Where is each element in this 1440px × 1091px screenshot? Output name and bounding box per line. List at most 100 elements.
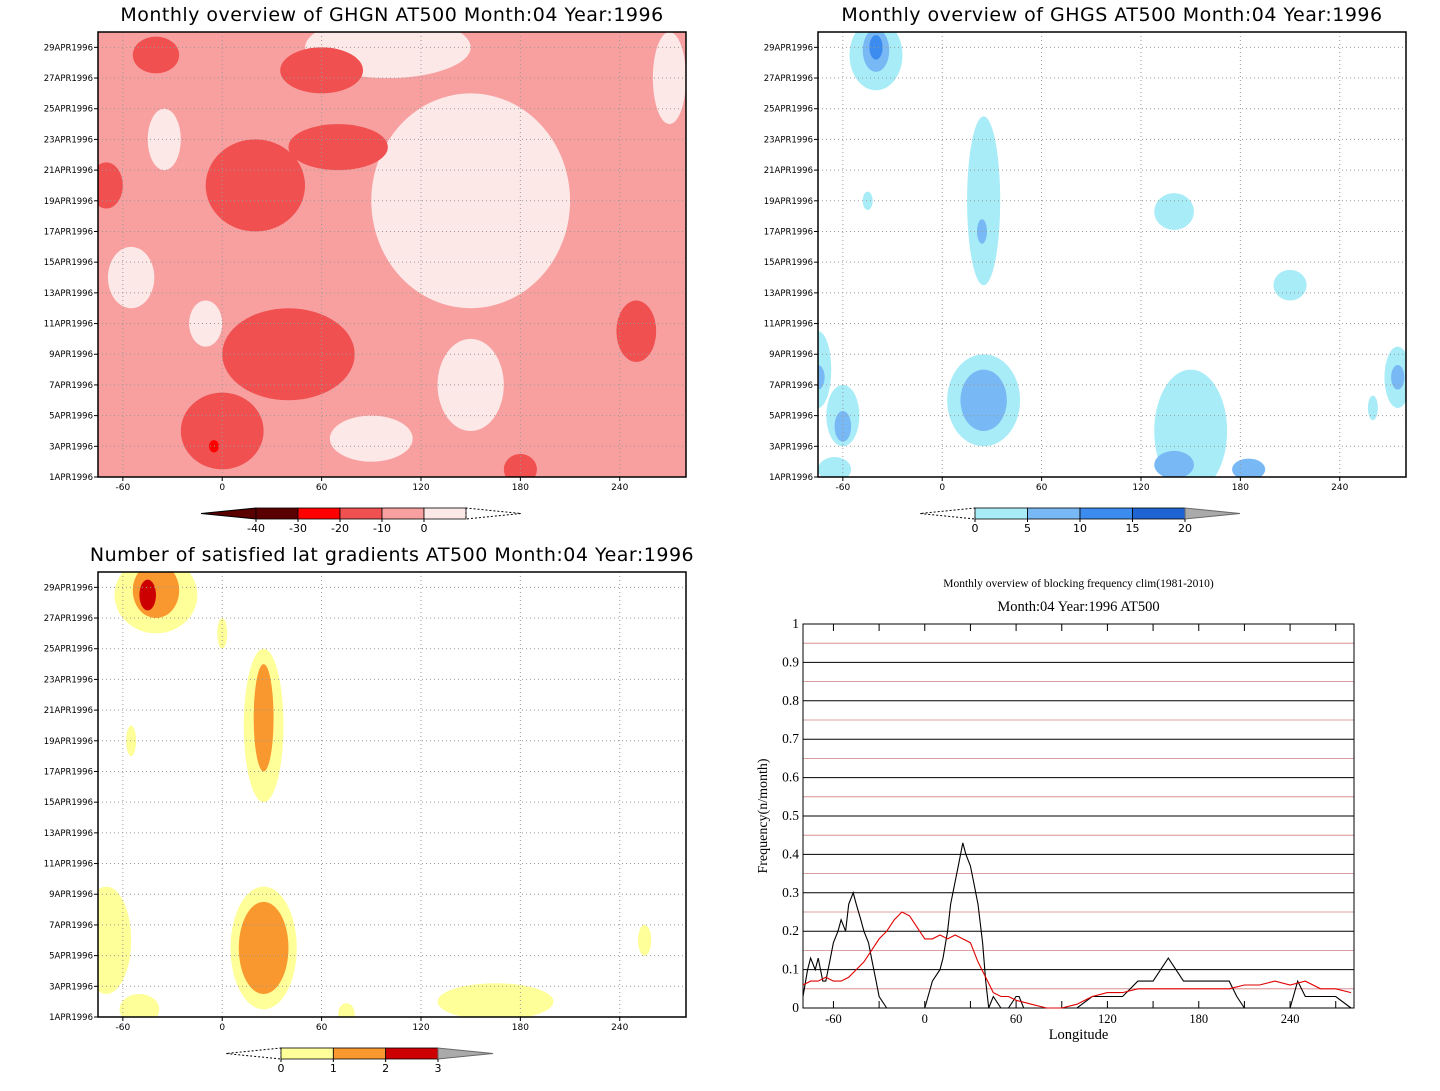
colorbar-swatch-0 — [255, 507, 299, 520]
contour-region-9 — [437, 983, 554, 1017]
y-tick-label-5: 11APR1996 — [44, 860, 93, 870]
colorbar-swatch-1 — [332, 1047, 387, 1060]
y-tick-label-5: 11APR1996 — [764, 320, 813, 330]
lat-gradients-chart: Number of satisfied lat gradients AT500 … — [44, 544, 694, 1075]
colorbar-label-3: 15 — [1126, 522, 1140, 535]
y-tick-label-12: 25APR1996 — [44, 105, 93, 115]
contour-region-0 — [132, 36, 180, 74]
plot-area — [98, 572, 686, 1017]
contour-region-1 — [132, 572, 180, 619]
x-tick-label-5: 240 — [611, 483, 628, 493]
y-tick-label-3: 7APR1996 — [49, 921, 93, 931]
y-tick-label-13: 27APR1996 — [44, 614, 93, 624]
field-background — [818, 32, 1406, 477]
colorbar-swatch-3 — [381, 507, 425, 520]
y-tick-label-7: 15APR1996 — [764, 258, 813, 268]
y-tick-label-13: 27APR1996 — [44, 74, 93, 84]
y-tick-label-8: 17APR1996 — [764, 227, 813, 237]
x-tick-label-2: 60 — [1036, 483, 1048, 493]
series-line-1 — [802, 911, 1352, 1009]
y-tick-label-8: 17APR1996 — [44, 767, 93, 777]
y-tick-label-10: 21APR1996 — [44, 706, 93, 716]
plot-area — [98, 32, 686, 477]
y-tick-label-3: 7APR1996 — [769, 381, 813, 391]
contour-region-13 — [1154, 369, 1228, 477]
colorbar-label-1: -30 — [289, 522, 307, 535]
contour-light-3 — [147, 108, 181, 171]
x-tick-label-5: 240 — [1281, 1012, 1300, 1026]
contour-region-4 — [253, 664, 274, 772]
y-tick-label-1: 0.1 — [782, 962, 799, 977]
x-tick-label-1: 0 — [219, 483, 225, 493]
chart-title: Monthly overview of blocking frequency c… — [943, 578, 1214, 590]
y-tick-label-1: 3APR1996 — [769, 442, 813, 452]
contour-region-11 — [1154, 193, 1194, 230]
y-tick-label-7: 0.7 — [782, 731, 799, 746]
plot-frame — [802, 623, 1355, 1009]
y-tick-label-11: 23APR1996 — [764, 135, 813, 145]
contour-region-18 — [818, 457, 852, 477]
contour-region-3 — [180, 392, 264, 470]
colorbar-swatch-1 — [297, 507, 341, 520]
contour-region-14 — [1154, 450, 1194, 477]
contour-region-3 — [967, 116, 1001, 286]
x-tick-label-0: -60 — [825, 1012, 842, 1026]
contour-region-8 — [126, 725, 137, 757]
contour-light-2 — [189, 300, 223, 347]
y-tick-label-6: 13APR1996 — [764, 289, 813, 299]
colorbar-label-0: 0 — [278, 1062, 285, 1075]
x-axis-label: Longitude — [1049, 1027, 1109, 1043]
chart-title: Monthly overview of GHGN AT500 Month:04 … — [120, 4, 663, 26]
y-tick-label-6: 13APR1996 — [44, 829, 93, 839]
y-tick-label-13: 27APR1996 — [764, 74, 813, 84]
y-axis-label: Frequency(n/month) — [756, 758, 771, 873]
colorbar-label-2: 10 — [1073, 522, 1087, 535]
colorbar-swatch-2 — [385, 1047, 439, 1060]
plot-area — [818, 32, 1406, 477]
chart-subtitle: Month:04 Year:1996 AT500 — [997, 599, 1159, 615]
y-tick-label-3: 0.3 — [782, 885, 799, 900]
contour-region-10 — [119, 993, 160, 1017]
colorbar-swatch-0 — [280, 1047, 334, 1060]
plot-frame — [97, 571, 687, 1018]
y-tick-label-4: 9APR1996 — [49, 350, 93, 360]
colorbar-label-3: 3 — [435, 1062, 442, 1075]
x-tick-label-3: 120 — [412, 483, 429, 493]
y-tick-label-10: 1 — [792, 616, 799, 631]
y-tick-label-12: 25APR1996 — [44, 645, 93, 655]
x-tick-label-3: 120 — [1098, 1012, 1117, 1026]
x-tick-label-2: 60 — [1010, 1012, 1023, 1026]
plot-frame — [97, 31, 687, 478]
y-tick-label-6: 13APR1996 — [44, 289, 93, 299]
x-tick-label-1: 0 — [939, 483, 945, 493]
y-tick-label-2: 0.2 — [782, 923, 799, 938]
contour-region-19 — [1367, 395, 1378, 421]
y-tick-label-7: 15APR1996 — [44, 798, 93, 808]
y-tick-label-9: 19APR1996 — [44, 737, 93, 747]
contour-region-8 — [834, 411, 852, 442]
colorbar-extend-high — [437, 1047, 494, 1060]
colorbar-extend-low — [225, 1047, 282, 1060]
contour-region-12 — [217, 618, 228, 649]
contour-region-4 — [977, 219, 987, 244]
contour-region-12 — [1273, 269, 1307, 301]
colorbar-label-2: 2 — [382, 1062, 389, 1075]
y-tick-label-1: 3APR1996 — [49, 982, 93, 992]
y-tick-label-3: 7APR1996 — [49, 381, 93, 391]
contour-region-13 — [338, 1003, 355, 1017]
x-tick-label-1: 0 — [922, 1012, 928, 1026]
contour-region-7 — [98, 886, 132, 994]
y-tick-label-14: 29APR1996 — [764, 43, 813, 53]
colorbar-swatch-3 — [1132, 507, 1186, 520]
y-tick-label-0: 1APR1996 — [49, 473, 93, 483]
contour-region-9 — [818, 331, 832, 408]
colorbar-extend-low — [200, 507, 257, 520]
y-tick-label-0: 1APR1996 — [769, 473, 813, 483]
contour-light-7 — [652, 32, 686, 125]
y-tick-label-10: 21APR1996 — [44, 166, 93, 176]
y-tick-label-1: 3APR1996 — [49, 442, 93, 452]
y-tick-label-5: 11APR1996 — [44, 320, 93, 330]
series-line-0 — [802, 842, 1352, 1009]
x-tick-label-4: 180 — [1232, 483, 1249, 493]
x-tick-label-2: 60 — [316, 1023, 328, 1033]
